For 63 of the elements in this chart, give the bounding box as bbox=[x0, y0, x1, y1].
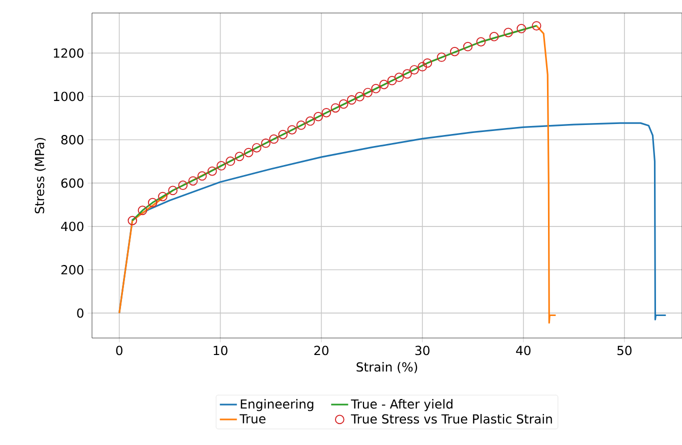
point bbox=[269, 134, 279, 144]
legend-label: True Stress vs True Plastic Strain bbox=[350, 414, 552, 424]
point bbox=[418, 62, 428, 72]
line-series bbox=[132, 24, 538, 222]
x-axis-title: Strain (%) bbox=[356, 362, 418, 374]
legend-label: True bbox=[240, 414, 266, 424]
point bbox=[387, 76, 397, 86]
point bbox=[346, 95, 356, 105]
point bbox=[158, 192, 168, 202]
point bbox=[489, 32, 499, 42]
point bbox=[532, 21, 542, 30]
point bbox=[371, 84, 381, 94]
point bbox=[148, 198, 158, 208]
point bbox=[363, 88, 373, 98]
point bbox=[394, 72, 404, 82]
point bbox=[216, 161, 226, 170]
x-tick-label: 10 bbox=[214, 346, 228, 356]
point bbox=[226, 156, 236, 166]
y-tick-label: 0 bbox=[77, 308, 84, 318]
point bbox=[504, 28, 513, 38]
point bbox=[436, 52, 446, 62]
point bbox=[379, 80, 389, 90]
point bbox=[128, 216, 138, 226]
point bbox=[188, 176, 198, 186]
legend-label: True - After yield bbox=[350, 399, 452, 412]
point bbox=[261, 138, 270, 148]
point bbox=[178, 180, 188, 190]
point bbox=[314, 112, 324, 122]
point bbox=[252, 143, 262, 152]
point bbox=[138, 206, 148, 216]
point bbox=[306, 116, 315, 126]
point bbox=[234, 152, 244, 162]
y-tick-label: 200 bbox=[61, 265, 84, 274]
point bbox=[197, 171, 207, 181]
point bbox=[296, 120, 306, 130]
point bbox=[244, 148, 254, 158]
y-axis-title: Stress (MPa) bbox=[34, 138, 46, 214]
y-tick-label: 600 bbox=[61, 178, 84, 188]
y-tick-label: 1000 bbox=[54, 92, 84, 102]
x-tick-label: 20 bbox=[314, 346, 328, 356]
point bbox=[410, 65, 419, 74]
y-tick-label: 800 bbox=[61, 135, 84, 144]
y-tick-label: 1200 bbox=[54, 48, 84, 58]
point bbox=[476, 37, 486, 47]
point bbox=[322, 108, 332, 118]
y-tick-label: 400 bbox=[61, 222, 84, 232]
point bbox=[355, 92, 364, 102]
point bbox=[402, 69, 412, 79]
x-tick-label: 0 bbox=[116, 346, 122, 356]
x-tick-label: 50 bbox=[617, 346, 632, 356]
point bbox=[168, 186, 178, 196]
point bbox=[208, 166, 217, 176]
point bbox=[422, 58, 432, 68]
point bbox=[338, 99, 348, 109]
point bbox=[330, 103, 340, 113]
legend-label: Engineering bbox=[240, 399, 314, 412]
point bbox=[450, 46, 460, 56]
point bbox=[516, 24, 526, 34]
point bbox=[287, 125, 297, 134]
point bbox=[463, 42, 473, 52]
x-tick-label: 30 bbox=[415, 346, 430, 356]
point bbox=[278, 130, 288, 140]
x-tick-label: 40 bbox=[516, 346, 530, 356]
